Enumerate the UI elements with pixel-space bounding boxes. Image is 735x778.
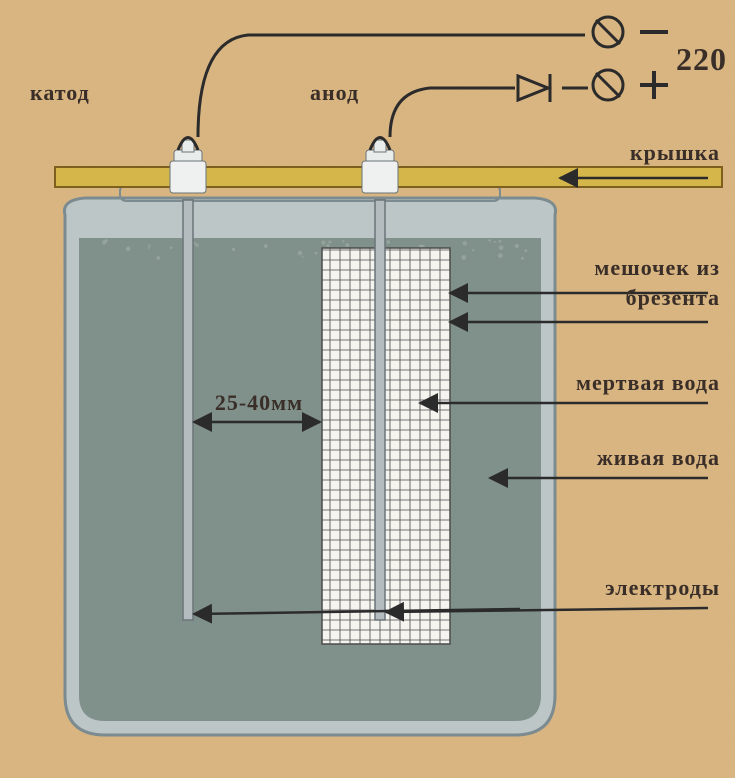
label-bag-1: мешочек из (594, 255, 720, 280)
label-alive: живая вода (597, 445, 720, 470)
electrolyzer-diagram: катод анод 220 крышка мешочек из брезента мерт… (0, 0, 735, 778)
label-cathode: катод (30, 80, 90, 105)
canvas-bag (322, 248, 450, 644)
jar (64, 185, 555, 735)
label-spacing: 25-40мм (215, 390, 303, 415)
label-bag-2: брезента (626, 285, 720, 310)
label-electrodes: электроды (605, 575, 720, 600)
label-dead: мертвая вода (576, 370, 720, 395)
label-anode: анод (310, 80, 359, 105)
label-lid: крышка (630, 140, 720, 165)
label-voltage: 220 (676, 41, 727, 77)
